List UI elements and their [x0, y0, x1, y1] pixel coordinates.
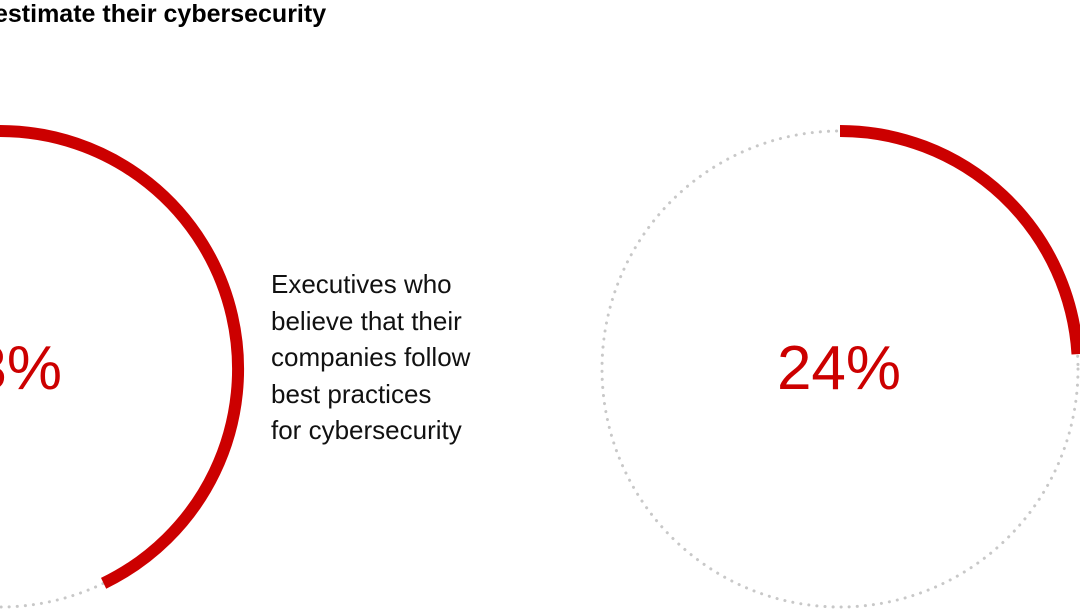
ring-left-description: Executives who believe that their compan… — [271, 266, 531, 449]
ring-right-percent: 24% — [776, 334, 902, 403]
ring-right-track — [600, 129, 1080, 609]
description-line: best practices — [271, 378, 432, 409]
ring-left-percent: 43% — [0, 334, 63, 403]
description-line: Executives who — [271, 269, 452, 299]
ring-left — [0, 125, 245, 609]
ring-right-arc — [839, 125, 1080, 355]
chart-title: estimate their cybersecurity — [0, 0, 327, 28]
description-line: companies follow — [271, 342, 471, 372]
description-line: for cybersecurity — [271, 415, 462, 445]
ring-right — [600, 125, 1080, 609]
description-line: believe that their — [271, 305, 462, 336]
ring-left-arc — [0, 125, 245, 589]
